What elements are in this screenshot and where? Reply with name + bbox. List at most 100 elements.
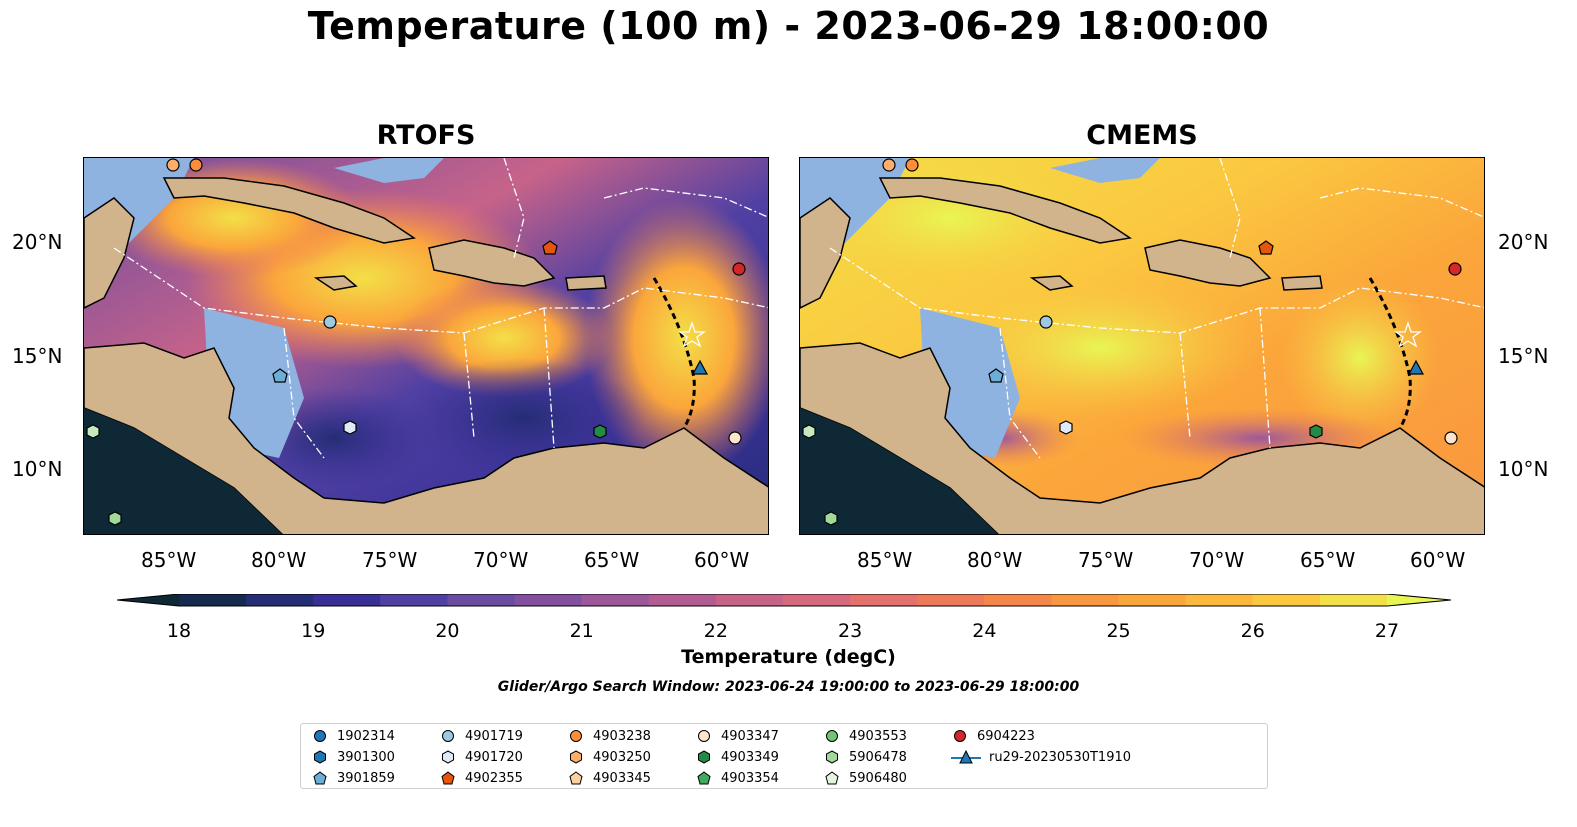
lat-label-10n-right: 10°N — [1498, 457, 1549, 481]
legend-item: 3901859 — [311, 770, 395, 786]
legend-item: 6904223 — [951, 728, 1035, 744]
lon-label-70w-right: 70°W — [1189, 548, 1245, 572]
colorbar-segment — [380, 594, 448, 606]
colorbar-segment — [984, 594, 1052, 606]
colorbar-tick-label: 23 — [838, 620, 863, 642]
colorbar-segment — [850, 594, 918, 606]
colorbar-segment — [179, 594, 247, 606]
colorbar-segment — [246, 594, 314, 606]
legend-item: 5906480 — [823, 770, 907, 786]
colorbar-segment — [581, 594, 650, 606]
colorbar-extend-min — [117, 594, 179, 606]
legend-item: 4903238 — [567, 728, 651, 744]
colorbar-tick-label: 24 — [972, 620, 997, 642]
lon-label-75w-left: 75°W — [362, 548, 418, 572]
legend-item: 5906478 — [823, 749, 907, 765]
hexagon-marker-icon — [826, 750, 838, 764]
lon-label-60w-right: 60°W — [1410, 548, 1466, 572]
legend-item: 4903347 — [695, 728, 779, 744]
lat-label-15n-right: 15°N — [1498, 344, 1549, 368]
colorbar-label: Temperature (degC) — [681, 646, 896, 668]
lon-label-80w-right: 80°W — [967, 548, 1023, 572]
pentagon-marker-icon — [697, 771, 711, 785]
legend-item-label: ru29-20230530T1910 — [989, 749, 1132, 765]
legend-item: 4901720 — [439, 749, 523, 765]
legend-item-label: 1902314 — [337, 728, 395, 744]
colorbar-segment — [514, 594, 583, 606]
legend-item: 3901300 — [311, 749, 395, 765]
legend-item-label: 4903345 — [593, 770, 651, 786]
legend-item-label: 5906478 — [849, 749, 907, 765]
lat-label-15n-left: 15°N — [12, 344, 63, 368]
lon-label-75w-right: 75°W — [1078, 548, 1134, 572]
colorbar-tick-label: 18 — [166, 620, 192, 642]
figure-title: Temperature (100 m) - 2023-06-29 18:00:0… — [307, 4, 1270, 48]
lon-label-85w-left: 85°W — [141, 548, 197, 572]
circle-marker-icon — [698, 730, 710, 742]
colorbar-segment — [1118, 594, 1187, 606]
legend-item: 4903345 — [567, 770, 651, 786]
legend-item-label: 3901300 — [337, 749, 395, 765]
colorbar-tick-label: 27 — [1374, 620, 1400, 642]
lon-label-60w-left: 60°W — [694, 548, 750, 572]
circle-marker-icon — [442, 730, 454, 742]
pentagon-marker-icon — [441, 771, 455, 785]
colorbar-tick-label: 22 — [703, 620, 728, 642]
colorbar-tick-label: 19 — [301, 620, 326, 642]
legend-item-label: 4903347 — [721, 728, 779, 744]
lon-label-70w-left: 70°W — [473, 548, 529, 572]
colorbar-segment — [447, 594, 516, 606]
map-cmems-svg — [800, 158, 1484, 534]
legend-item-label: 5906480 — [849, 770, 907, 786]
pentagon-marker-icon — [825, 771, 839, 785]
legend-item-label: 6904223 — [977, 728, 1035, 744]
legend: 1902314 3901300 3901859 4901719 4901720 49023… — [300, 723, 1268, 789]
legend-item-label: 4902355 — [465, 770, 523, 786]
circle-marker-icon — [954, 730, 966, 742]
hexagon-marker-icon — [442, 750, 454, 764]
colorbar-segment — [1252, 594, 1321, 606]
hexagon-marker-icon — [698, 750, 710, 764]
colorbar-segment — [715, 594, 784, 606]
legend-item: 1902314 — [311, 728, 395, 744]
map-rtofs-svg — [84, 158, 768, 534]
lat-label-20n-left: 20°N — [12, 230, 63, 254]
colorbar-tick-label: 25 — [1106, 620, 1131, 642]
colorbar-outline — [117, 594, 1452, 607]
colorbar-tick-label: 26 — [1240, 620, 1265, 642]
legend-item-label: 4903349 — [721, 749, 779, 765]
panel-title-rtofs: RTOFS — [376, 120, 476, 151]
map-panel-cmems[interactable] — [799, 157, 1485, 535]
triangle-line-marker-icon — [951, 749, 981, 764]
colorbar-segment — [1051, 594, 1120, 606]
hexagon-marker-icon — [314, 750, 326, 764]
legend-item-label: 4903354 — [721, 770, 779, 786]
legend-item: 4903250 — [567, 749, 651, 765]
circle-marker-icon — [314, 730, 326, 742]
legend-item: 4901719 — [439, 728, 523, 744]
colorbar-segment — [313, 594, 381, 606]
colorbar — [117, 594, 1452, 607]
lat-label-20n-right: 20°N — [1498, 230, 1549, 254]
legend-item: 4903354 — [695, 770, 779, 786]
lon-label-80w-left: 80°W — [251, 548, 307, 572]
lat-label-10n-left: 10°N — [12, 457, 63, 481]
legend-item-label: 4903238 — [593, 728, 651, 744]
colorbar-segment — [648, 594, 717, 606]
legend-item: 4902355 — [439, 770, 523, 786]
circle-marker-icon — [826, 730, 838, 742]
lon-label-65w-left: 65°W — [584, 548, 640, 572]
search-window-text: Glider/Argo Search Window: 2023-06-24 19… — [497, 679, 1080, 695]
lon-label-65w-right: 65°W — [1300, 548, 1356, 572]
hexagon-marker-icon — [570, 750, 582, 764]
map-panel-rtofs[interactable] — [83, 157, 769, 535]
circle-marker-icon — [570, 730, 582, 742]
legend-item: 4903553 — [823, 728, 907, 744]
legend-item-label: 4903553 — [849, 728, 907, 744]
legend-item-label: 4901719 — [465, 728, 523, 744]
colorbar-segment — [783, 594, 851, 606]
legend-item: ru29-20230530T1910 — [951, 749, 1131, 765]
colorbar-segment — [1319, 594, 1388, 606]
pentagon-marker-icon — [313, 771, 327, 785]
legend-item-label: 3901859 — [337, 770, 395, 786]
